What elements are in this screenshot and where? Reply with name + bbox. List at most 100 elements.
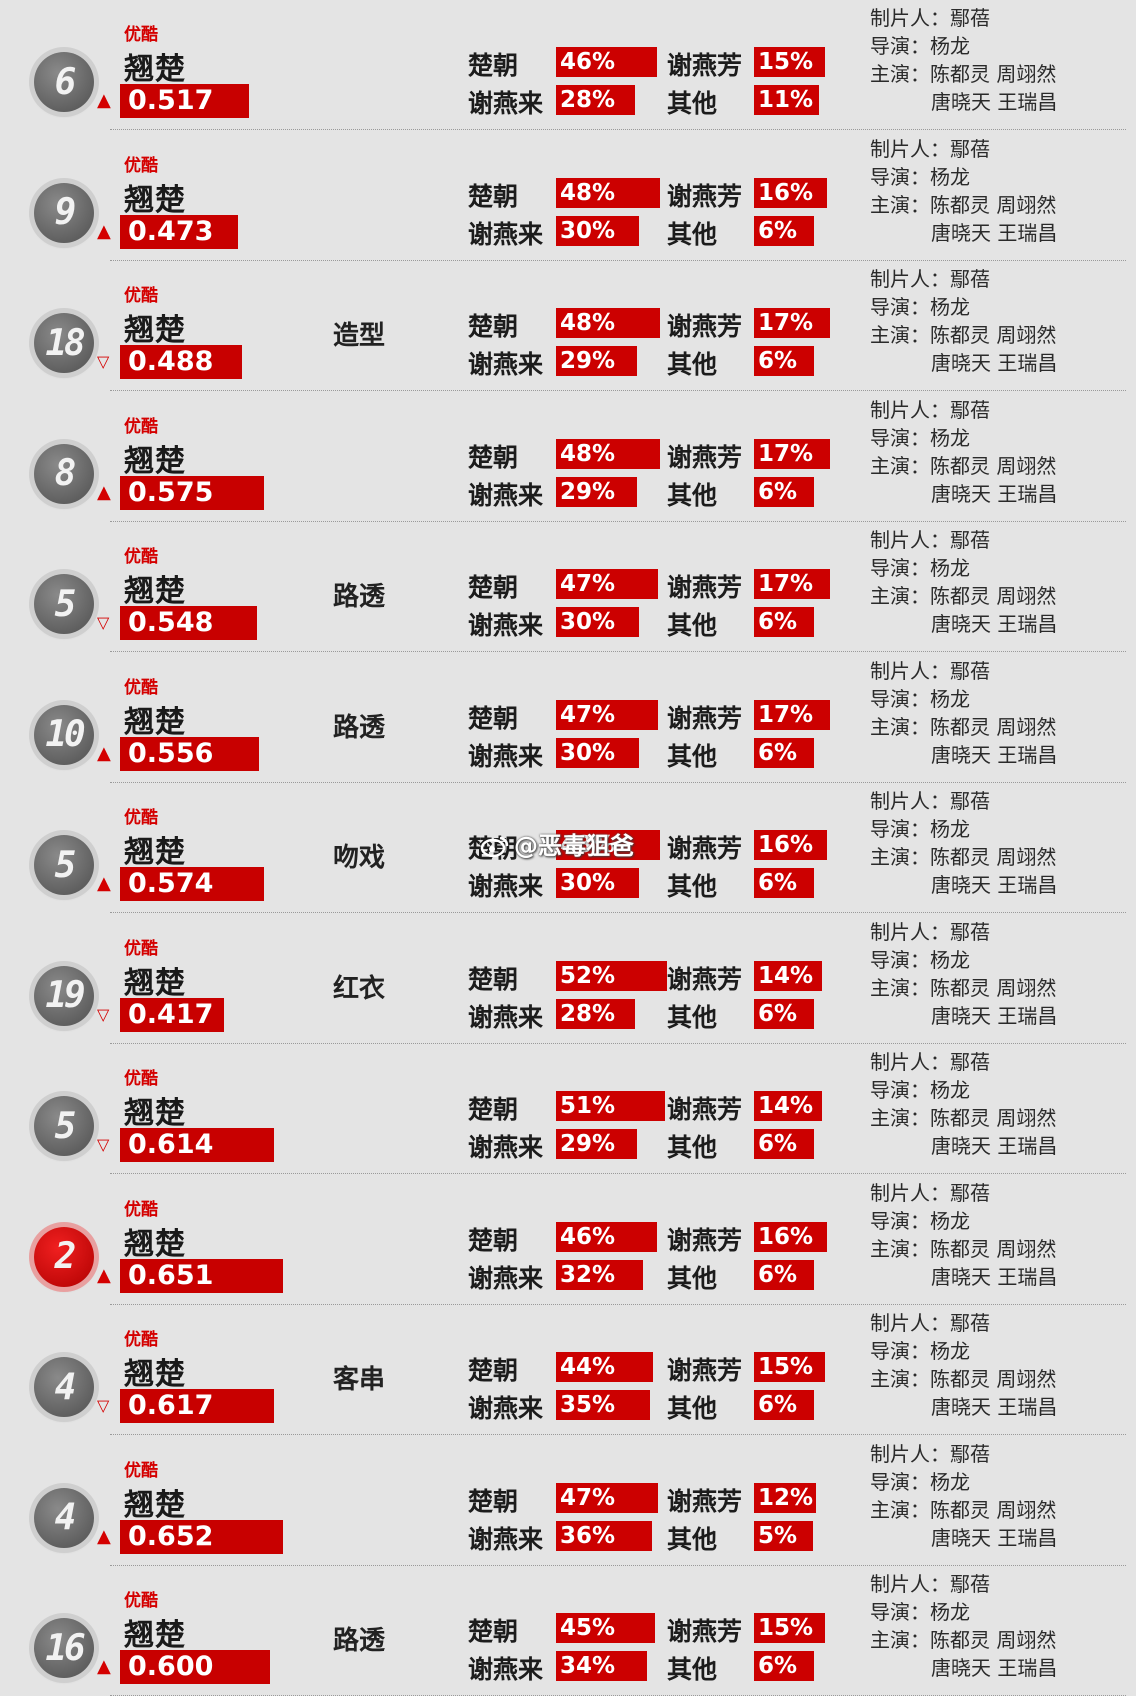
drama-title: 翘楚: [124, 52, 186, 87]
director-line-label: 导演：: [870, 1208, 930, 1233]
cast-line-2-value: 唐晓天 王瑞昌: [931, 220, 1058, 245]
cast-line: 主演：陈都灵 周翊然: [870, 452, 1130, 480]
platform-label: 优酷: [124, 1460, 158, 1481]
cast-line: 主演：陈都灵 周翊然: [870, 1104, 1130, 1132]
credits-block: 制片人：鄢蓓 导演：杨龙 主演：陈都灵 周翊然 唐晓天 王瑞昌: [870, 1179, 1130, 1291]
producer-line-label: 制片人：: [870, 658, 950, 683]
pct-chuchao: 48%: [556, 177, 660, 208]
score-bar: 0.556: [120, 736, 259, 771]
cast-line-2: 唐晓天 王瑞昌: [870, 610, 1130, 638]
label-other: 其他: [667, 1394, 718, 1423]
trend-up-icon: ▲: [97, 1264, 111, 1286]
cast-line-label: 主演：: [870, 584, 930, 608]
cast-line-value: 陈都灵 周翊然: [930, 192, 1057, 217]
director-line-value: 杨龙: [930, 1078, 970, 1102]
pct-xieyanfang: 16%: [754, 830, 827, 860]
director-line-label: 导演：: [870, 425, 930, 450]
credits-block: 制片人：鄢蓓 导演：杨龙 主演：陈都灵 周翊然 唐晓天 王瑞昌: [870, 526, 1130, 638]
cast-line-label: 主演：: [870, 62, 930, 86]
director-line: 导演：杨龙: [870, 1207, 1130, 1235]
content-tag: 红衣: [333, 973, 386, 1004]
cast-line-label: 主演：: [870, 1367, 930, 1391]
credits-block: 制片人：鄢蓓 导演：杨龙 主演：陈都灵 周翊然 唐晓天 王瑞昌: [870, 1440, 1130, 1552]
label-other: 其他: [667, 1524, 718, 1554]
label-other: 其他: [667, 741, 718, 771]
platform-label: 优酷: [124, 1330, 158, 1350]
cast-line: 主演：陈都灵 周翊然: [870, 321, 1130, 349]
pct-xieyanlai: 30%: [556, 868, 639, 898]
score-bar: 0.600: [120, 1650, 270, 1684]
producer-line-value: 鄢蓓: [950, 1050, 990, 1074]
cast-line-2: 唐晓天 王瑞昌: [870, 480, 1130, 508]
director-line-label: 导演：: [870, 1600, 930, 1624]
pct-chuchao: 47%: [556, 1482, 658, 1513]
director-line-value: 杨龙: [930, 1469, 970, 1494]
rank-badge: 2: [34, 1226, 94, 1287]
cast-line-2: 唐晓天 王瑞昌: [870, 741, 1130, 769]
score-bar: 0.651: [120, 1258, 283, 1293]
ranking-row: 5 优酷 翘楚 ▲ 0.574 吻戏 楚朝 谢燕来 谢燕芳 其他 48% 30% 16% 6% 制片人：鄢蓓…: [0, 783, 1136, 913]
pct-other: 5%: [754, 1520, 813, 1551]
producer-line: 制片人：鄢蓓: [870, 1570, 1130, 1598]
drama-title: 翘楚: [124, 1096, 186, 1131]
label-xieyanfang: 谢燕芳: [667, 51, 743, 80]
producer-line-value: 鄢蓓: [950, 136, 990, 161]
pct-xieyanfang: 14%: [754, 1091, 822, 1121]
pct-xieyanlai: 36%: [556, 1520, 652, 1551]
pct-xieyanfang: 12%: [754, 1482, 816, 1513]
director-line-label: 导演：: [870, 947, 930, 972]
producer-line: 制片人：鄢蓓: [870, 1309, 1130, 1337]
platform-label: 优酷: [124, 547, 158, 567]
director-line: 导演：杨龙: [870, 1598, 1130, 1626]
rank-badge: 5: [34, 1096, 94, 1156]
ranking-row: 18 优酷 翘楚 ▽ 0.488 造型 楚朝 谢燕来 谢燕芳 其他 48% 29% 17% 6% 制片人：鄢…: [0, 261, 1136, 391]
director-line-value: 杨龙: [930, 34, 970, 58]
label-xieyanlai: 谢燕来: [468, 611, 544, 640]
director-line-value: 杨龙: [930, 817, 970, 841]
cast-line-2: 唐晓天 王瑞昌: [870, 88, 1130, 116]
label-other: 其他: [667, 1263, 718, 1293]
ranking-row: 16 优酷 翘楚 ▲ 0.600 路透 楚朝 谢燕来 谢燕芳 其他 45% 34% 15% 6% 制片人：鄢…: [0, 1566, 1136, 1696]
trend-up-icon: ▲: [97, 220, 111, 242]
pct-other: 6%: [754, 215, 814, 246]
producer-line-label: 制片人：: [870, 1050, 950, 1074]
score-bar: 0.575: [120, 475, 264, 510]
label-other: 其他: [667, 1655, 718, 1684]
score-bar: 0.473: [120, 214, 238, 249]
content-tag: 造型: [333, 321, 386, 351]
ranking-row: 19 优酷 翘楚 ▽ 0.417 红衣 楚朝 谢燕来 谢燕芳 其他 52% 28% 14% 6% 制片人：鄢…: [0, 914, 1136, 1044]
label-chuchao: 楚朝: [468, 1356, 519, 1385]
label-xieyanfang: 谢燕芳: [667, 573, 743, 602]
pct-chuchao: 48%: [556, 308, 660, 338]
trend-up-icon: ▲: [97, 90, 111, 111]
cast-line-2-value: 唐晓天 王瑞昌: [931, 612, 1058, 636]
label-xieyanlai: 谢燕来: [468, 89, 544, 118]
cast-line-label: 主演：: [870, 323, 930, 347]
director-line-value: 杨龙: [930, 1339, 970, 1363]
director-line-label: 导演：: [870, 34, 930, 58]
pct-xieyanlai: 28%: [556, 998, 635, 1029]
cast-line-label: 主演：: [870, 714, 930, 739]
pct-chuchao: 47%: [556, 569, 658, 599]
pct-xieyanfang: 14%: [754, 960, 822, 991]
pct-chuchao: 45%: [556, 1613, 655, 1643]
producer-line-label: 制片人：: [870, 397, 950, 422]
drama-title: 翘楚: [124, 835, 186, 870]
director-line-value: 杨龙: [930, 686, 970, 711]
cast-line-2-value: 唐晓天 王瑞昌: [931, 1525, 1058, 1550]
platform-label: 优酷: [124, 286, 158, 306]
producer-line-value: 鄢蓓: [950, 1180, 990, 1205]
director-line: 导演：杨龙: [870, 1337, 1130, 1365]
pct-other: 6%: [754, 476, 814, 507]
label-other: 其他: [667, 872, 718, 901]
score-bar: 0.617: [120, 1389, 274, 1423]
pct-xieyanfang: 15%: [754, 47, 825, 77]
platform-label: 优酷: [124, 1591, 158, 1611]
trend-up-icon: ▲: [97, 873, 111, 894]
pct-xieyanfang: 17%: [754, 569, 830, 599]
cast-line-2-value: 唐晓天 王瑞昌: [931, 1264, 1058, 1289]
cast-line: 主演：陈都灵 周翊然: [870, 191, 1130, 219]
pct-xieyanfang: 17%: [754, 438, 830, 469]
platform-label: 优酷: [124, 25, 158, 45]
director-line: 导演：杨龙: [870, 1076, 1130, 1104]
